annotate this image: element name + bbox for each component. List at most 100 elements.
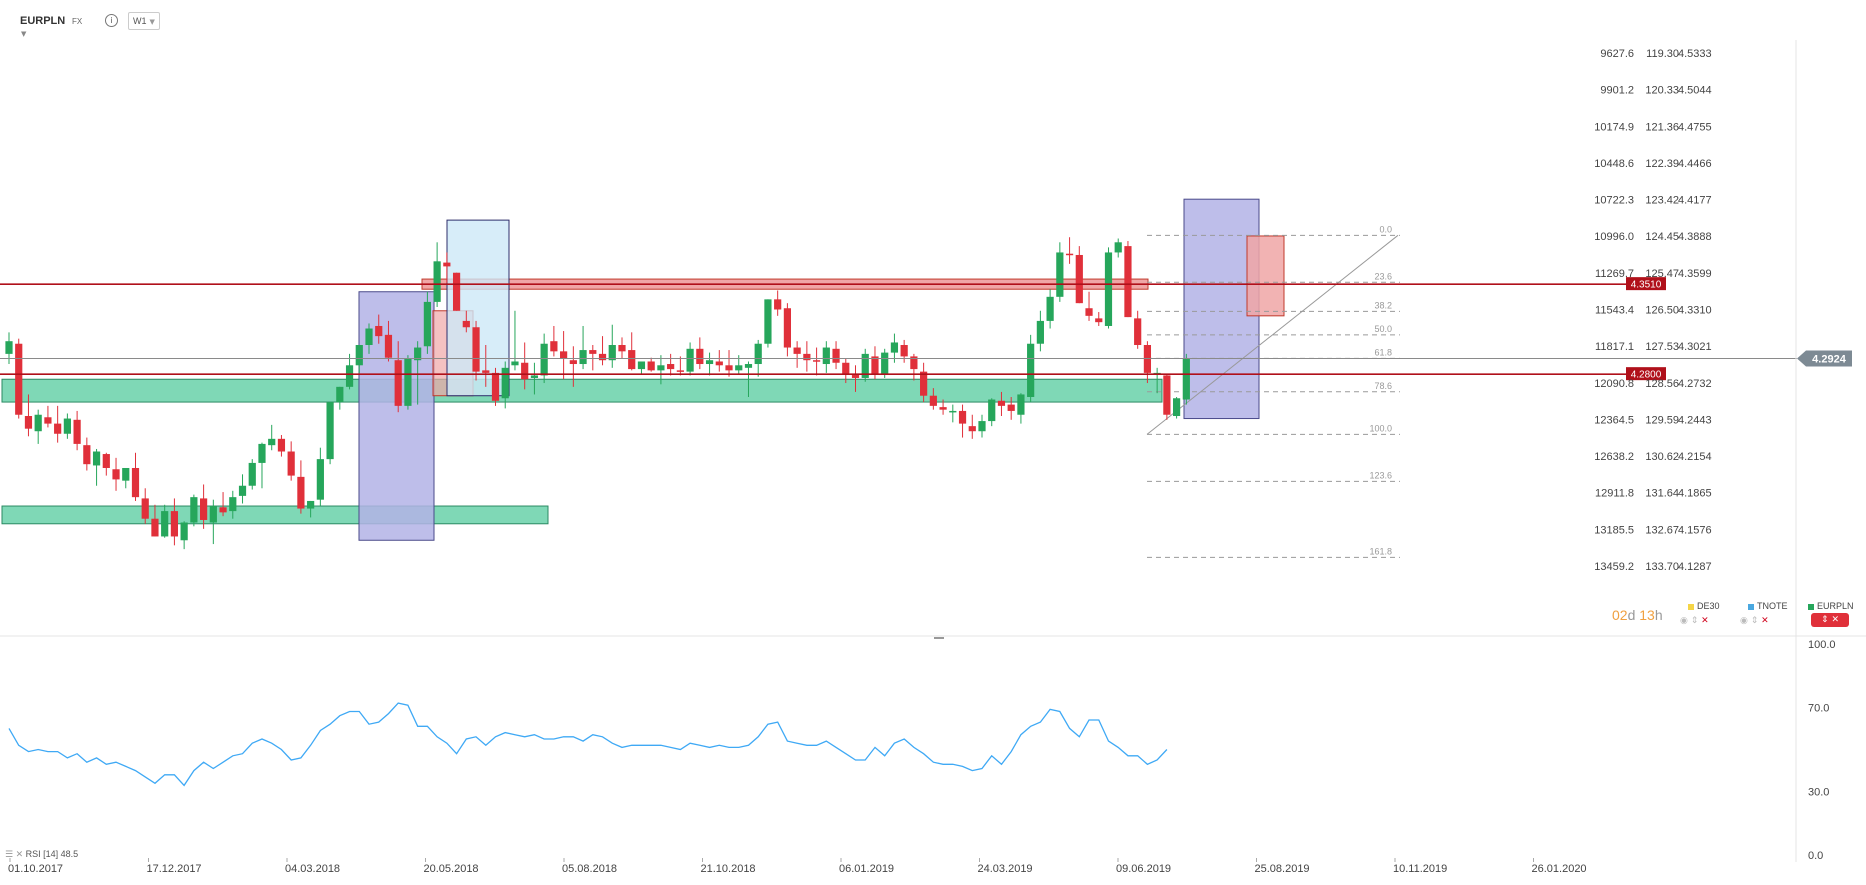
candle-body <box>54 423 62 434</box>
candle-body <box>491 372 500 401</box>
tnote-axis-tick: 127.53 <box>1645 341 1679 353</box>
candle-body <box>598 353 607 361</box>
price-tag-label: 4.3510 <box>1631 280 1662 291</box>
fib-level-label: 100.0 <box>1369 423 1392 433</box>
fib-level-label: 38.2 <box>1374 300 1392 310</box>
eurpln-axis-tick: 4.2732 <box>1678 378 1712 390</box>
fib-level-label: 23.6 <box>1374 271 1392 281</box>
time-axis-tick: 20.05.2018 <box>424 863 479 875</box>
candle-body <box>1046 296 1054 321</box>
rsi-line <box>8 702 1168 787</box>
legend-item-de30[interactable]: DE30 <box>1688 601 1720 611</box>
candle-body <box>433 261 441 302</box>
candle-body <box>365 328 373 346</box>
candle-body <box>696 348 704 365</box>
symbol-dropdown-icon[interactable]: ▼ <box>21 30 27 38</box>
time-axis-tick: 05.08.2018 <box>562 863 617 875</box>
close-icon[interactable]: ✕ <box>1761 616 1769 626</box>
tnote-axis-tick: 130.62 <box>1645 451 1679 463</box>
tnote-axis-tick: 119.30 <box>1646 48 1679 60</box>
candle-body <box>705 360 714 365</box>
candle-body <box>812 360 821 362</box>
move-icon[interactable]: ⇕ <box>1750 616 1759 626</box>
candle-body <box>92 451 101 466</box>
move-icon[interactable]: ⇕ <box>1690 616 1699 626</box>
candle-body <box>443 262 451 267</box>
candle-body <box>336 386 344 403</box>
eurpln-axis-tick: 4.3888 <box>1678 231 1712 243</box>
de30-axis-tick: 9901.2 <box>1600 85 1634 97</box>
candle-body <box>900 345 908 357</box>
eurpln-axis-tick: 4.1865 <box>1678 488 1712 500</box>
candle-body <box>326 402 334 460</box>
candle-body <box>1104 252 1113 326</box>
eurpln-axis-tick: 4.1287 <box>1678 561 1712 573</box>
eurpln-axis-tick: 4.1576 <box>1678 524 1712 536</box>
candle-body <box>958 410 967 424</box>
de30-axis-tick: 12638.2 <box>1594 451 1634 463</box>
candle-body <box>258 443 266 463</box>
de30-axis-tick: 9627.6 <box>1600 48 1634 60</box>
fib-level-label: 78.6 <box>1374 381 1392 391</box>
candle-body <box>268 438 276 446</box>
settings-icon[interactable]: ⇕ <box>1821 615 1829 625</box>
candle-body <box>1036 320 1044 344</box>
time-axis-tick: 01.10.2017 <box>8 863 63 875</box>
fib-level-label: 161.8 <box>1369 546 1392 556</box>
legend-controls-de30[interactable]: ◉ ⇕ ✕ <box>1680 616 1709 626</box>
candle-body <box>715 361 723 366</box>
candle-body <box>939 407 947 410</box>
time-axis-tick: 09.06.2019 <box>1116 863 1171 875</box>
candle-body <box>1027 343 1035 397</box>
candle-body <box>1182 358 1190 400</box>
price-tag <box>1626 277 1666 291</box>
symbol-name[interactable]: EURPLN <box>20 15 66 27</box>
legend-controls-eurpln[interactable]: ⇕ ✕ <box>1811 613 1849 627</box>
eurpln-axis-tick: 4.4755 <box>1678 121 1712 133</box>
candle-body <box>1007 404 1015 411</box>
time-axis-tick: 25.08.2019 <box>1255 863 1310 875</box>
legend-controls-tnote[interactable]: ◉ ⇕ ✕ <box>1740 616 1769 626</box>
candle-body <box>1085 308 1093 316</box>
candle-body <box>73 419 81 444</box>
time-axis-tick: 17.12.2017 <box>147 863 202 875</box>
candle-body <box>521 362 529 380</box>
timeframe-select[interactable]: W1 ▼ <box>128 12 160 30</box>
candle-body <box>414 347 422 361</box>
tnote-axis-tick: 132.67 <box>1645 524 1679 536</box>
candle-body <box>871 356 879 375</box>
candle-body <box>423 301 431 347</box>
candle-body <box>219 507 227 513</box>
candle-body <box>832 348 840 363</box>
candle-body <box>744 364 753 368</box>
close-icon[interactable]: ✕ <box>1701 616 1709 626</box>
eye-icon[interactable]: ◉ <box>1680 616 1688 626</box>
candle-body <box>881 352 889 375</box>
tnote-axis-tick: 133.70 <box>1645 561 1679 573</box>
de30-axis-tick: 13459.2 <box>1594 561 1634 573</box>
candle-body <box>200 498 208 520</box>
candle-body <box>560 351 568 359</box>
close-icon[interactable]: ✕ <box>1831 615 1839 625</box>
candle-body <box>540 343 548 376</box>
candle-body <box>102 454 110 468</box>
candle-body <box>1065 253 1074 256</box>
legend-item-tnote[interactable]: TNOTE <box>1748 601 1788 611</box>
candle-body <box>1134 318 1142 346</box>
candle-body <box>24 416 33 429</box>
eurpln-axis-tick: 4.3021 <box>1678 341 1712 353</box>
rsi-settings-icon[interactable]: ☰ ✕ <box>5 849 24 859</box>
candle-body <box>569 360 577 365</box>
tnote-axis-tick: 121.36 <box>1645 121 1679 133</box>
eye-icon[interactable]: ◉ <box>1740 616 1748 626</box>
rsi-label[interactable]: ☰ ✕ RSI [14] 48.5 <box>5 849 79 859</box>
fib-level-label: 50.0 <box>1374 324 1392 334</box>
legend-item-eurpln[interactable]: EURPLN <box>1808 601 1854 611</box>
candle-body <box>783 308 791 348</box>
eurpln-axis-tick: 4.5333 <box>1678 48 1712 60</box>
info-icon[interactable]: i <box>105 14 118 27</box>
candle-body <box>676 370 684 372</box>
candle-body <box>579 350 587 365</box>
tnote-axis-tick: 123.42 <box>1645 195 1679 207</box>
